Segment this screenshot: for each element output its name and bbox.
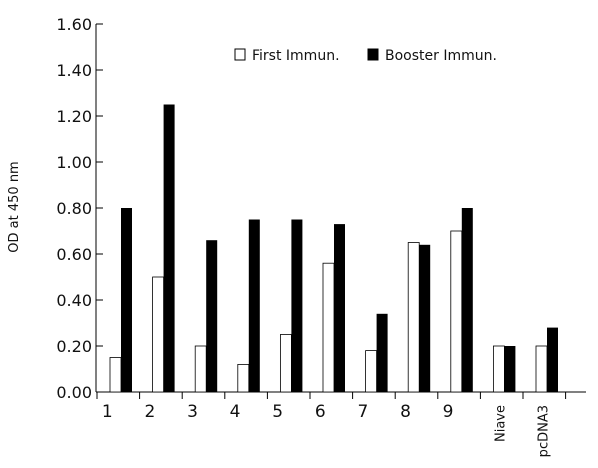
bar-booster-immun <box>248 219 260 392</box>
bar-first-immun <box>492 345 505 393</box>
bar-first-immun <box>535 345 548 393</box>
bar-booster-immun <box>334 224 345 392</box>
bar-booster-immun <box>547 327 558 392</box>
y-tick-label: 0.00 <box>56 383 92 402</box>
bar-first-immun <box>322 262 335 393</box>
y-tick-label: 1.60 <box>56 15 92 34</box>
bar-first-immun <box>152 276 165 393</box>
y-tick-label: 0.20 <box>56 337 92 356</box>
x-tick-label: 2 <box>144 402 155 422</box>
legend-swatch-first-immun <box>234 48 246 61</box>
legend-swatch-booster-immun <box>367 48 379 61</box>
y-axis: 0.00 0.20 0.40 0.60 0.80 1.00 1.20 1.40 1.60 <box>56 15 103 402</box>
y-axis-label: OD at 450 nm <box>7 161 22 252</box>
x-tick-label: 1 <box>102 402 113 422</box>
bar-booster-immun <box>121 208 132 392</box>
bar-booster-immun <box>504 346 516 392</box>
bar-booster-immun <box>461 208 473 392</box>
y-tick-label: 0.60 <box>56 245 92 264</box>
x-tick-label: 9 <box>443 402 454 422</box>
bar-first-immun <box>194 345 207 393</box>
bar-first-immun <box>109 357 122 393</box>
bar-booster-immun <box>376 313 388 392</box>
y-tick-label: 1.00 <box>56 153 92 172</box>
x-tick-label: pcDNA3 <box>536 405 551 457</box>
y-tick-label: 1.40 <box>56 61 92 80</box>
bar-first-immun <box>365 350 378 393</box>
x-tick-label: 3 <box>187 402 198 422</box>
x-tick-label: 7 <box>357 402 368 422</box>
bar-first-immun <box>407 242 420 393</box>
x-tick-label: 8 <box>400 402 411 422</box>
bar-booster-immun <box>163 104 175 392</box>
x-tick-label: 5 <box>272 402 283 422</box>
x-tick-label: 6 <box>315 402 326 422</box>
y-tick-label: 1.20 <box>56 107 92 126</box>
bars-group <box>109 104 558 393</box>
bar-first-immun <box>279 334 292 393</box>
legend-label-booster-immun: Booster Immun. <box>385 48 497 64</box>
y-tick-label: 0.80 <box>56 199 92 218</box>
legend-label-first-immun: First Immun. <box>252 48 340 64</box>
bar-first-immun <box>237 363 250 393</box>
x-tick-label: 4 <box>230 402 241 422</box>
bar-booster-immun <box>419 244 431 392</box>
x-axis: 1 2 3 4 5 6 7 8 9 Niave pcDNA3 <box>96 391 586 457</box>
bar-first-immun <box>450 230 463 393</box>
x-tick-label: Niave <box>494 405 509 442</box>
bar-booster-immun <box>291 219 303 392</box>
y-tick-label: 0.40 <box>56 291 92 310</box>
bar-booster-immun <box>206 240 218 392</box>
legend: First Immun. Booster Immun. <box>234 48 497 64</box>
